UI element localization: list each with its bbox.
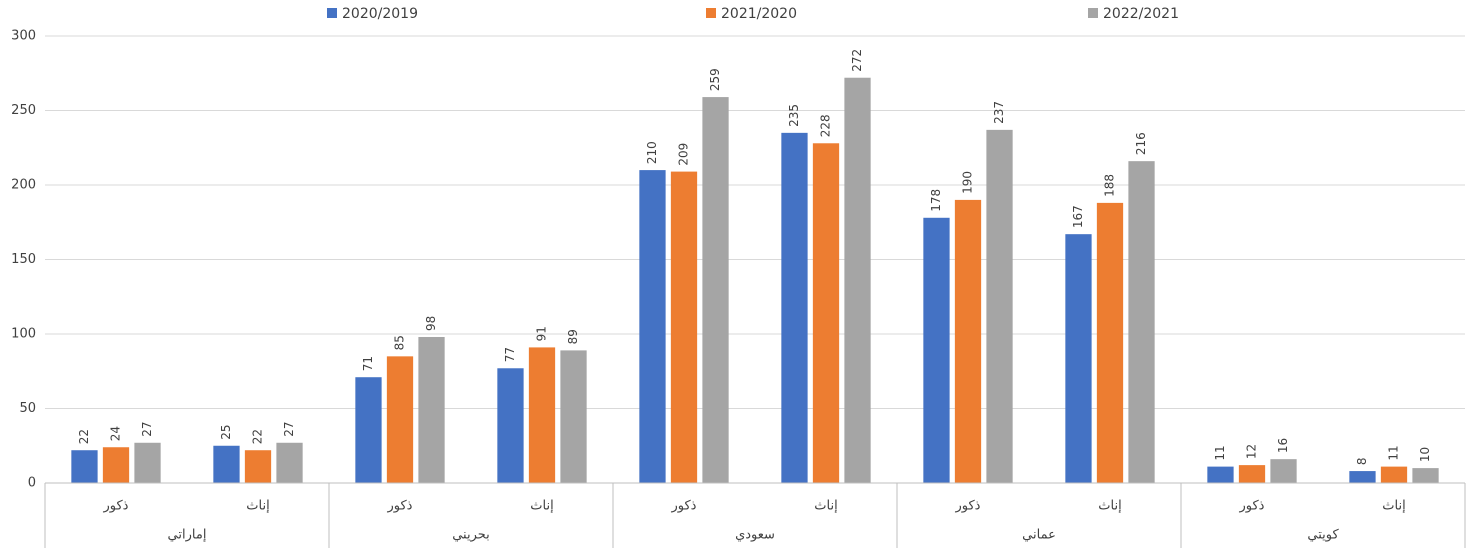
- value-label: 16: [1276, 438, 1290, 453]
- y-tick-label: 0: [28, 476, 36, 491]
- bar: [923, 217, 950, 483]
- value-label: 10: [1418, 447, 1432, 462]
- y-tick-label: 100: [11, 327, 36, 342]
- value-label: 8: [1355, 457, 1369, 465]
- bar: [134, 442, 161, 483]
- bar: [1207, 466, 1234, 483]
- value-label: 228: [819, 114, 833, 137]
- bar: [560, 350, 587, 483]
- value-label: 178: [929, 189, 943, 212]
- bar: [954, 199, 982, 483]
- value-label: 27: [282, 421, 296, 436]
- bar: [418, 336, 445, 483]
- value-label: 237: [992, 101, 1006, 124]
- x-tick-label: إناث: [246, 499, 269, 514]
- legend-swatch: [327, 8, 337, 18]
- bar: [276, 442, 303, 483]
- y-tick-label: 150: [11, 252, 36, 267]
- legend-swatch: [1088, 8, 1098, 18]
- bar: [1065, 234, 1092, 483]
- value-label: 272: [850, 49, 864, 72]
- bar: [1412, 468, 1439, 483]
- bar: [670, 171, 698, 483]
- group-label: إماراتي: [168, 528, 207, 543]
- y-tick-label: 300: [11, 29, 36, 44]
- bar: [497, 368, 524, 483]
- bar: [1096, 202, 1124, 483]
- bar: [1128, 161, 1155, 483]
- value-label: 210: [645, 141, 659, 164]
- value-label: 22: [77, 429, 91, 444]
- value-label: 22: [251, 429, 265, 444]
- value-label: 12: [1245, 444, 1259, 459]
- x-tick-label: إناث: [530, 499, 553, 514]
- y-tick-label: 200: [11, 178, 36, 193]
- bar: [1270, 459, 1297, 483]
- legend-swatch: [706, 8, 716, 18]
- bar: [386, 356, 414, 483]
- x-tick-label: إناث: [1382, 499, 1405, 514]
- x-tick-label: ذكور: [955, 499, 981, 514]
- legend-label: 2021/2020: [721, 6, 797, 22]
- value-label: 71: [361, 356, 375, 371]
- x-tick-label: ذكور: [1239, 499, 1265, 514]
- value-label: 77: [503, 347, 517, 362]
- value-label: 91: [535, 326, 549, 341]
- bar: [1380, 466, 1408, 483]
- x-tick-label: إناث: [814, 499, 837, 514]
- value-label: 89: [566, 329, 580, 344]
- bar: [986, 129, 1013, 483]
- value-label: 235: [787, 104, 801, 127]
- value-label: 25: [219, 424, 233, 439]
- y-tick-label: 50: [19, 401, 36, 416]
- legend-label: 2022/2021: [1103, 6, 1179, 22]
- value-label: 259: [708, 68, 722, 91]
- value-label: 98: [424, 316, 438, 331]
- value-label: 216: [1134, 132, 1148, 155]
- value-label: 11: [1387, 445, 1401, 460]
- bar: [244, 450, 272, 483]
- group-label: عماني: [1022, 528, 1056, 543]
- x-tick-label: إناث: [1098, 499, 1121, 514]
- value-label: 27: [140, 421, 154, 436]
- group-label: بحريني: [452, 528, 490, 543]
- x-tick-label: ذكور: [387, 499, 413, 514]
- bar: [528, 347, 556, 483]
- bar: [1349, 471, 1376, 483]
- bar: [1238, 465, 1266, 483]
- bar: [639, 170, 666, 483]
- value-label: 190: [961, 171, 975, 194]
- value-label: 209: [677, 143, 691, 166]
- bar: [213, 445, 240, 483]
- bar: [355, 377, 382, 483]
- value-label: 85: [393, 335, 407, 350]
- x-tick-label: ذكور: [103, 499, 129, 514]
- group-label: كويتي: [1307, 528, 1339, 543]
- group-label: سعودي: [735, 528, 775, 543]
- value-label: 188: [1103, 174, 1117, 197]
- x-tick-label: ذكور: [671, 499, 697, 514]
- bar: [102, 447, 130, 483]
- value-label: 11: [1213, 445, 1227, 460]
- bar: [781, 132, 808, 483]
- bar: [812, 143, 840, 483]
- bar: [71, 450, 98, 483]
- value-label: 167: [1071, 205, 1085, 228]
- value-label: 24: [109, 426, 123, 441]
- legend-label: 2020/2019: [342, 6, 418, 22]
- bar: [702, 97, 729, 483]
- bar: [844, 77, 871, 483]
- y-tick-label: 250: [11, 103, 36, 118]
